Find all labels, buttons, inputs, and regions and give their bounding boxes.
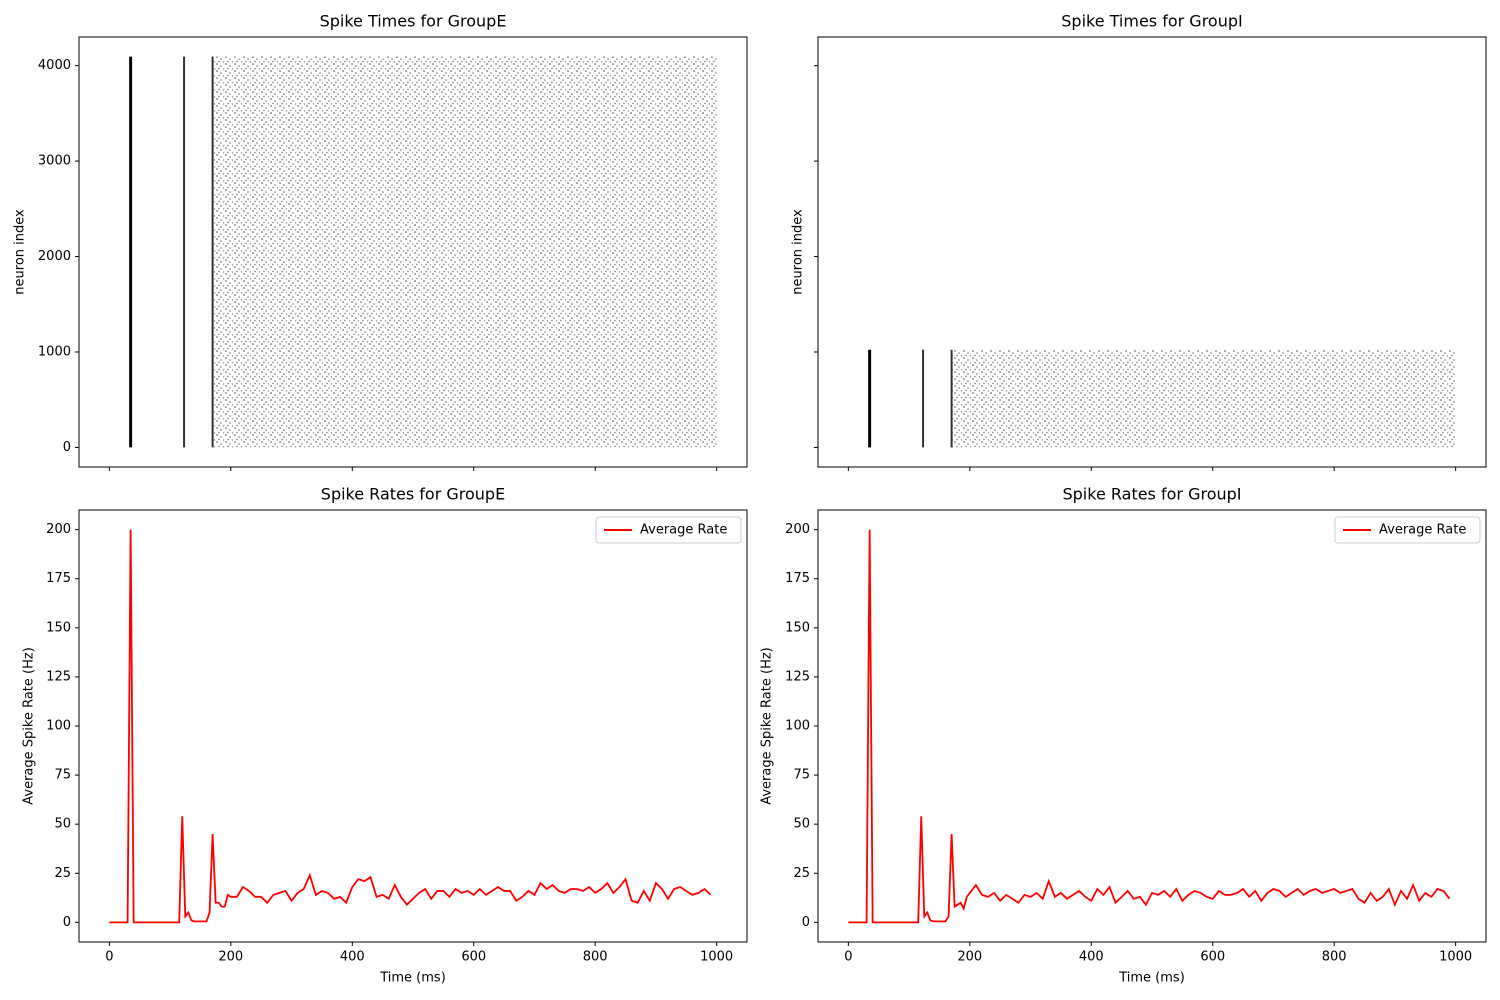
y-axis-label: Average Spike Rate (Hz) (760, 647, 775, 805)
y-tick-label: 150 (785, 620, 810, 635)
y-tick-label: 100 (46, 719, 71, 734)
x-tick-label: 800 (583, 950, 608, 965)
legend-label: Average Rate (1379, 523, 1466, 538)
y-tick-label: 0 (63, 915, 71, 930)
legend: Average Rate (595, 516, 742, 544)
x-tick-label: 1000 (700, 950, 733, 965)
y-tick-label: 2000 (38, 249, 71, 264)
x-tick-label: 800 (1322, 950, 1347, 965)
y-tick-label: 125 (46, 669, 71, 684)
x-tick-label: 1000 (1439, 950, 1472, 965)
x-tick-label: 200 (957, 950, 982, 965)
x-tick-label: 0 (844, 950, 852, 965)
legend-box (1334, 516, 1481, 544)
x-tick-label: 0 (105, 950, 113, 965)
y-tick-label: 200 (46, 522, 71, 537)
y-tick-label: 0 (802, 915, 810, 930)
subplot-title: Spike Times for GroupE (320, 12, 507, 31)
y-tick-label: 175 (785, 571, 810, 586)
y-axis-label: Average Spike Rate (Hz) (22, 647, 37, 805)
y-tick-label: 0 (63, 440, 71, 455)
legend: Average Rate (1334, 516, 1481, 544)
x-tick-label: 200 (218, 950, 243, 965)
axes-frame (817, 36, 1487, 468)
y-tick-label: 4000 (38, 58, 71, 73)
y-tick-label: 50 (54, 817, 71, 832)
legend-label: Average Rate (640, 523, 727, 538)
y-tick-label: 200 (785, 522, 810, 537)
spike-region (951, 349, 1456, 448)
axes-frame (78, 509, 748, 943)
subplot-title: Spike Rates for GroupE (321, 485, 505, 504)
y-tick-label: 50 (793, 817, 810, 832)
y-tick-label: 125 (785, 669, 810, 684)
y-tick-label: 150 (46, 620, 71, 635)
y-tick-label: 25 (793, 866, 810, 881)
y-tick-label: 75 (54, 768, 71, 783)
y-tick-label: 75 (793, 768, 810, 783)
x-tick-label: 400 (1079, 950, 1104, 965)
subplot-title: Spike Times for GroupI (1061, 12, 1242, 31)
subplot: Spike Rates for GroupI Average Spike Rate… (760, 485, 1487, 986)
y-tick-label: 100 (785, 719, 810, 734)
x-tick-label: 400 (340, 950, 365, 965)
axes-frame (817, 509, 1487, 943)
rate-line (848, 529, 1451, 924)
legend-box (595, 516, 742, 544)
y-axis-label: neuron index (13, 209, 28, 295)
y-tick-label: 175 (46, 571, 71, 586)
subplot: Spike Times for GroupE neuron index 0 1000 2… (13, 12, 748, 471)
axes-frame (78, 36, 748, 468)
y-tick-label: 1000 (38, 344, 71, 359)
subplot-title: Spike Rates for GroupI (1062, 485, 1241, 504)
y-tick-label: 25 (54, 866, 71, 881)
x-tick-label: 600 (461, 950, 486, 965)
subplot: Spike Times for GroupI neuron index (791, 12, 1487, 471)
y-axis-label: neuron index (791, 209, 806, 295)
y-tick-label: 3000 (38, 154, 71, 169)
rate-line (109, 529, 712, 924)
x-axis-label: Time (ms) (1118, 971, 1185, 986)
subplot: Spike Rates for GroupE Average Spike Rate… (22, 485, 748, 986)
spike-region (212, 56, 717, 448)
x-axis-label: Time (ms) (379, 971, 446, 986)
x-tick-label: 600 (1200, 950, 1225, 965)
